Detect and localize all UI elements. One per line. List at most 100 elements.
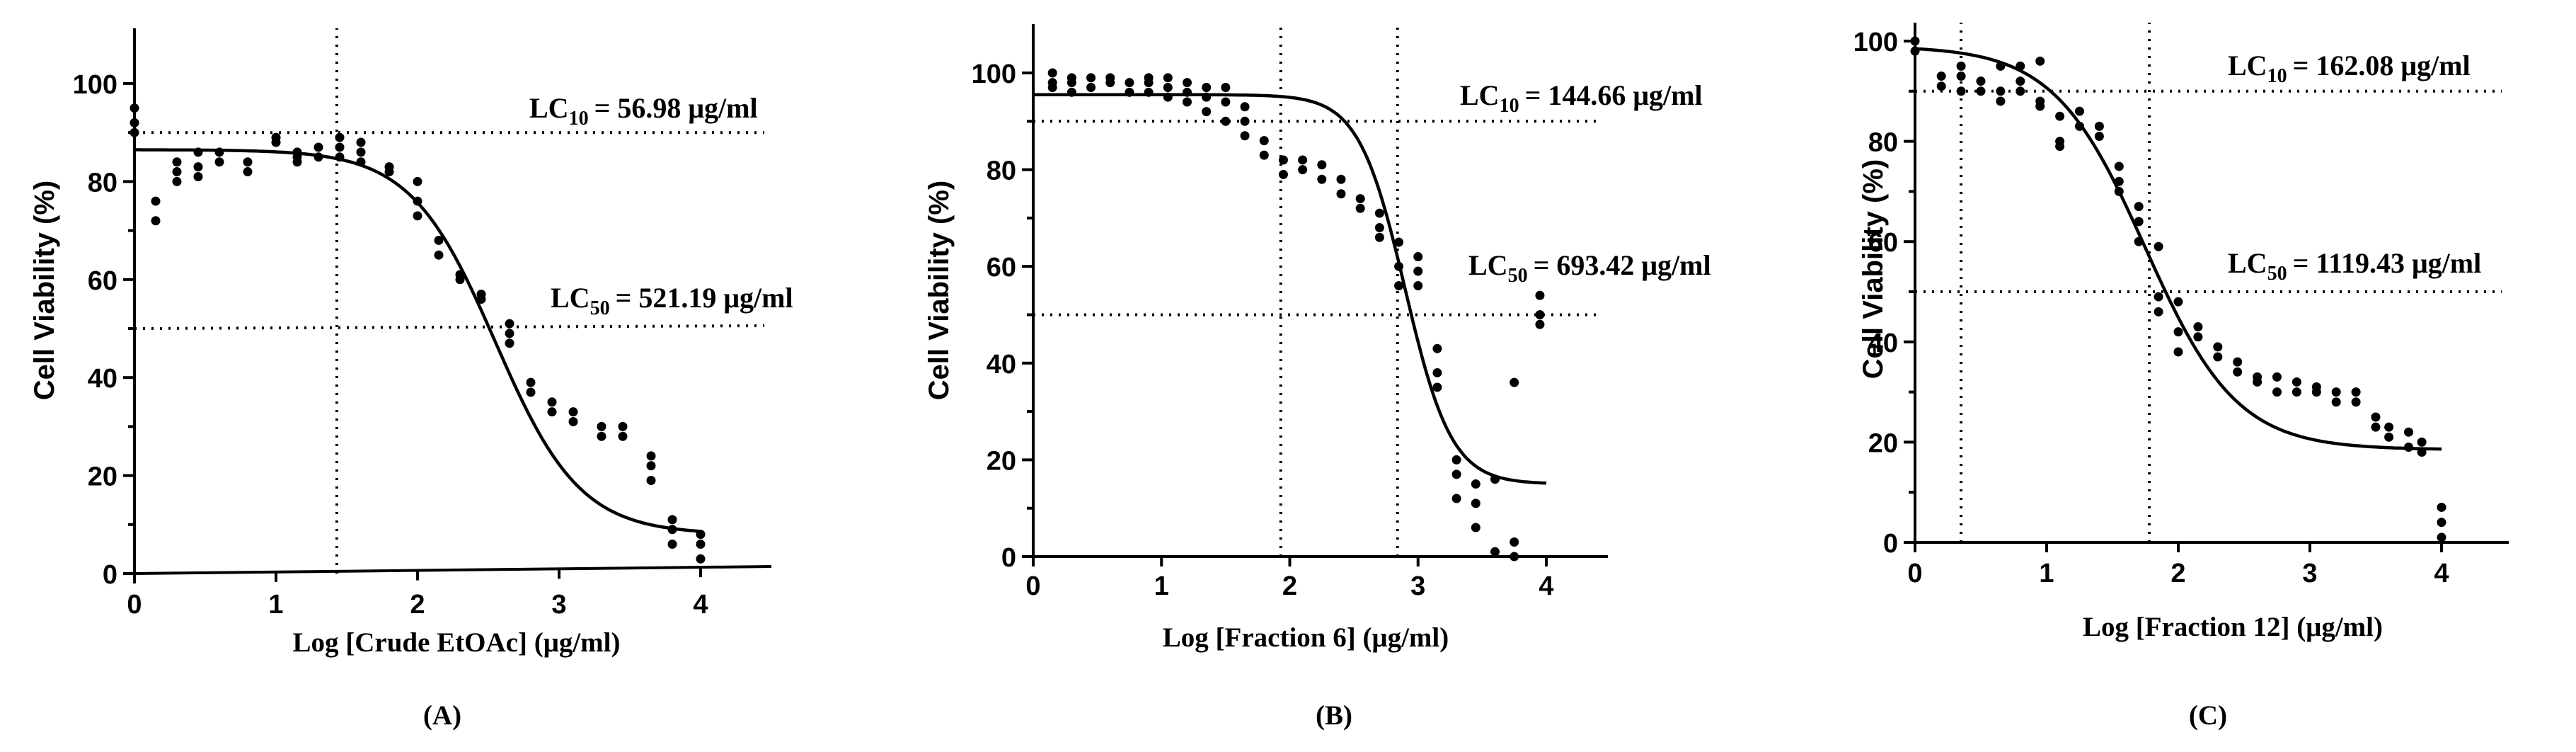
panel-b-data-point [1163, 92, 1173, 102]
panel-a-data-point [130, 103, 139, 113]
panel-b-x-tick-label: 4 [1539, 571, 1553, 601]
panel-c-data-point [2331, 397, 2341, 407]
panel-c-data-point [2154, 307, 2163, 317]
panel-a-data-point [356, 147, 366, 157]
panel-b-lc10-label: LC10 [1460, 79, 1519, 117]
panel-b-data-point [1240, 102, 1250, 112]
panel-c-data-point [2292, 377, 2301, 387]
panel-a-data-point [151, 196, 161, 206]
panel-a-data-point [130, 127, 139, 137]
panel-a-data-point [646, 461, 656, 471]
panel-c-data-point [2193, 332, 2203, 342]
panel-c-y-tick-label: 80 [1868, 128, 1898, 158]
panel-a-lc50-label: LC50 [551, 282, 610, 319]
panel-c-x-tick-label: 3 [2302, 559, 2317, 588]
panel-c-data-point [2233, 357, 2243, 367]
panel-b-data-point [1144, 87, 1154, 97]
panel-b-data-point [1317, 160, 1327, 170]
panel-c-y-tick-label: 20 [1868, 428, 1898, 458]
panel-b-data-point [1163, 82, 1173, 92]
panel-a-lc50-annotation: LC50 = 521.19 μg/ml [551, 282, 793, 319]
panel-c-data-point [2016, 61, 2025, 71]
panel-c-data-point [2075, 121, 2084, 131]
panel-a-data-point [193, 147, 203, 157]
panel-c-data-point [2075, 106, 2084, 116]
panel-a-data-point [618, 421, 628, 431]
panel-a-data-point [568, 416, 578, 426]
panel-a-lc10-value: = 56.98 μg/ml [594, 92, 758, 124]
panel-a-data-point [314, 142, 323, 152]
panel-c-data-point [2404, 427, 2413, 437]
panel-c-data-point [2173, 297, 2183, 307]
subscript: 50 [590, 297, 610, 319]
panel-c-y-tick-label: 0 [1883, 529, 1898, 559]
panel-a-data-point [455, 275, 465, 285]
panel-a-data-point [271, 137, 281, 147]
panel-b-data-point [1510, 552, 1519, 562]
panel-a-data-point [547, 397, 557, 407]
panel-c-panel-label: (C) [2189, 700, 2227, 731]
panel-c-lc50-annotation: LC50 = 1119.43 μg/ml [2228, 247, 2481, 285]
panel-a-y-tick-label: 80 [88, 168, 117, 198]
panel-b-data-point [1471, 499, 1480, 508]
panel-a-x-tick-label: 4 [693, 590, 708, 620]
panel-b-data-point [1183, 87, 1192, 97]
panel-a-data-point [214, 147, 224, 157]
subscript: 10 [1500, 95, 1519, 117]
panel-a-data-point [214, 157, 224, 167]
panel-b-data-point [1355, 203, 1365, 213]
panel-c-data-point [1956, 72, 1966, 81]
panel-a-x-tick-label: 0 [127, 590, 142, 620]
panel-a-data-point [434, 250, 444, 260]
panel-a-x-tick-label: 1 [268, 590, 283, 620]
panel-a-data-point [356, 137, 366, 147]
panel-b-data-point [1374, 223, 1384, 233]
panel-b-data-point [1105, 78, 1115, 88]
panel-c-data-point [1956, 86, 1966, 96]
panel-c-data-point [1956, 61, 1966, 71]
panel-a-data-point [335, 152, 345, 162]
panel-b-x-tick-label: 0 [1025, 571, 1040, 601]
panel-c-y-tick-label: 100 [1853, 28, 1898, 57]
panel-a-data-point [597, 431, 606, 441]
panel-c-data-point [2173, 327, 2183, 337]
panel-c-lc10-annotation: LC10 = 162.08 μg/ml [2228, 50, 2471, 87]
panel-b-data-point [1490, 474, 1500, 484]
panel-b-data-point [1125, 87, 1134, 97]
panel-a-y-axis-label: Cell Viability (%) [29, 181, 60, 400]
panel-c-data-point [2417, 437, 2427, 447]
panel-c-data-point [2404, 442, 2413, 452]
panel-a-data-point [314, 152, 323, 162]
panel-b-data-point [1125, 78, 1134, 88]
panel-b-data-point [1202, 92, 1212, 102]
panel-b-data-point [1066, 78, 1076, 88]
panel-c-data-point [2437, 502, 2446, 512]
panel-b-data-point [1451, 494, 1461, 503]
panel-c-data-point [2114, 186, 2124, 196]
panel-a-data-point [505, 338, 514, 348]
panel-c-data-point [2193, 322, 2203, 332]
panel-c-data-point [2213, 342, 2223, 352]
panel-b-data-point [1374, 208, 1384, 218]
panel-b-data-point [1144, 78, 1154, 88]
panel-c-lc10-label: LC10 [2228, 50, 2287, 87]
panel-c-x-tick-label: 4 [2434, 559, 2449, 588]
panel-a-data-point [172, 167, 182, 177]
panel-c-data-point [1976, 86, 1986, 96]
panel-a-fit-curve [134, 148, 701, 533]
panel-c-data-point [2437, 518, 2446, 528]
panel-a-data-point [243, 167, 253, 177]
panel-c-data-point [1936, 72, 1946, 81]
panel-c-data-point [1996, 61, 2006, 71]
panel-b-data-point [1510, 377, 1519, 387]
panel-c-data-point [2134, 202, 2144, 212]
panel-c-x-tick-label: 2 [2170, 559, 2185, 588]
panel-c-data-point [2371, 422, 2381, 432]
panel-b-data-point [1413, 281, 1423, 291]
panel-b-fit-curve [1033, 93, 1547, 485]
panel-a-data-point [335, 142, 345, 152]
panel-a-data-point [356, 157, 366, 167]
panel-c-data-point [1976, 76, 1986, 86]
panel-a-data-point [505, 319, 514, 329]
panel-a-x-tick-label: 2 [410, 590, 425, 620]
